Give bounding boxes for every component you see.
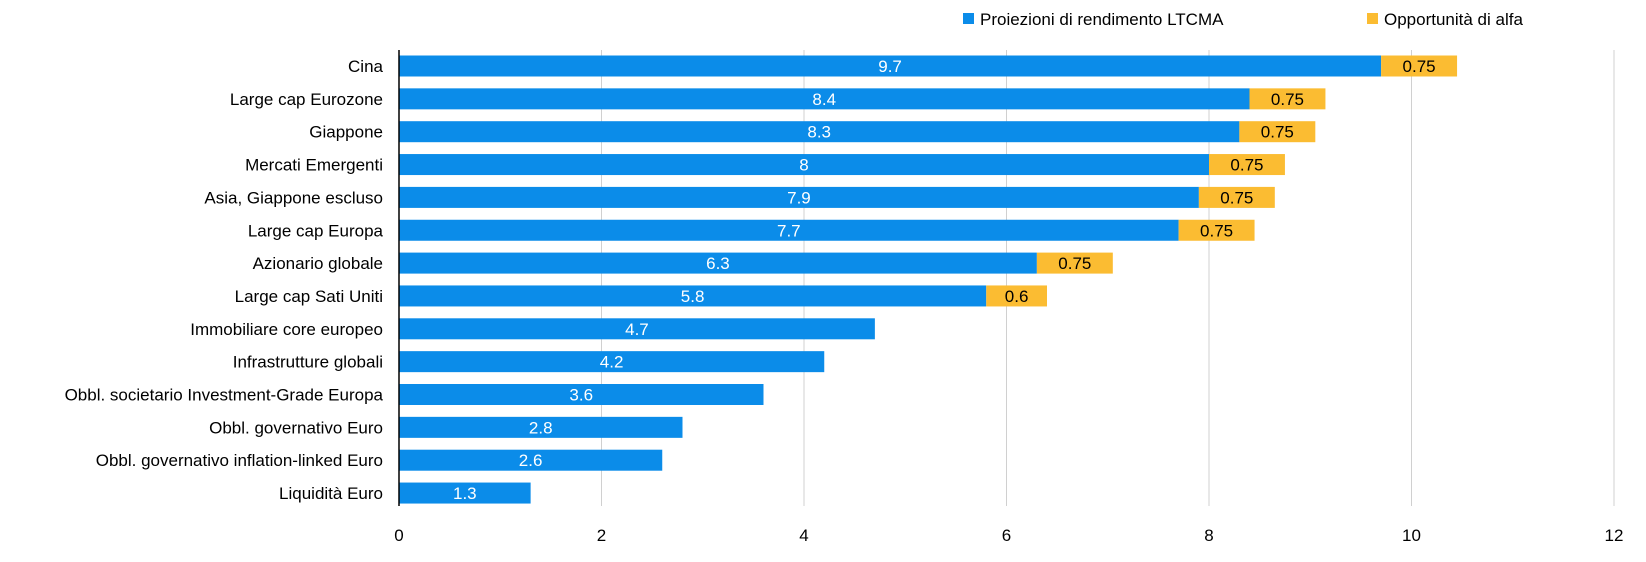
category-label: Large cap Europa: [248, 221, 384, 240]
category-label: Obbl. governativo Euro: [209, 418, 383, 437]
category-label: Immobiliare core europeo: [190, 320, 383, 339]
x-tick-label: 0: [394, 526, 403, 545]
bar-value-label: 1.3: [453, 484, 477, 503]
x-tick-label: 8: [1204, 526, 1213, 545]
bar-value-label: 6.3: [706, 254, 730, 273]
data-labels: 9.7 0.75 8.4 0.75 8.3 0.75 8 0.75 7.9 0.75 7.7 0.75…: [453, 57, 1436, 503]
bar-value-label: 0.75: [1261, 123, 1294, 142]
bar-value-label: 5.8: [681, 287, 705, 306]
bar-segment: [399, 88, 1250, 110]
bar-value-label: 4.2: [600, 353, 624, 372]
bar-segment: [399, 154, 1209, 176]
bars: [399, 55, 1458, 504]
legend-swatch: [1367, 13, 1378, 24]
bar-segment: [399, 416, 683, 438]
category-label: Liquidità Euro: [279, 484, 383, 503]
bar-value-label: 2.8: [529, 418, 553, 437]
bar-segment: [399, 482, 531, 504]
legend-label: Proiezioni di rendimento LTCMA: [980, 10, 1224, 29]
bar-value-label: 8.3: [807, 123, 831, 142]
category-label: Asia, Giappone escluso: [204, 188, 383, 207]
x-tick-label: 10: [1402, 526, 1421, 545]
bar-segment: [1209, 154, 1285, 176]
bar-value-label: 0.75: [1200, 221, 1233, 240]
bar-value-label: 3.6: [569, 386, 593, 405]
bar-segment: [399, 384, 764, 405]
bar-value-label: 0.6: [1005, 287, 1029, 306]
legend: Proiezioni di rendimento LTCMA Opportunit…: [963, 10, 1523, 29]
bar-segment: [1198, 186, 1275, 208]
bar-value-label: 0.75: [1403, 57, 1436, 76]
category-label: Obbl. societario Investment-Grade Europa: [65, 386, 384, 405]
bar-value-label: 0.75: [1058, 254, 1091, 273]
category-label: Mercati Emergenti: [245, 156, 383, 175]
bar-segment: [1249, 88, 1326, 110]
category-label: Large cap Eurozone: [230, 90, 383, 109]
bar-value-label: 9.7: [878, 57, 902, 76]
bar-segment: [399, 351, 825, 373]
bar-segment: [399, 55, 1382, 77]
bar-value-label: 2.6: [519, 451, 543, 470]
bar-value-label: 0.75: [1271, 90, 1304, 109]
bar-segment: [1381, 55, 1458, 77]
x-tick-label: 6: [1002, 526, 1011, 545]
bar-segment: [399, 318, 875, 340]
axes: 0 2 4 6 8 10 12 Cina Large cap Eurozone Giappone M…: [65, 50, 1624, 545]
gridlines: [601, 50, 1615, 506]
legend-swatch: [963, 13, 974, 24]
category-label: Obbl. governativo inflation-linked Euro: [96, 451, 383, 470]
x-tick-label: 12: [1605, 526, 1624, 545]
x-tick-label: 2: [597, 526, 606, 545]
bar-segment: [399, 285, 987, 307]
bar-segment: [399, 252, 1037, 274]
bar-value-label: 8.4: [812, 90, 836, 109]
category-label: Giappone: [309, 123, 383, 142]
category-label: Large cap Sati Uniti: [235, 287, 383, 306]
bar-value-label: 4.7: [625, 320, 649, 339]
bar-segment: [399, 186, 1199, 208]
bar-segment: [1036, 252, 1113, 274]
legend-label: Opportunità di alfa: [1384, 10, 1523, 29]
bar-value-label: 8: [799, 156, 808, 175]
bar-segment: [986, 285, 1047, 307]
category-label: Cina: [348, 57, 384, 76]
bar-value-label: 7.7: [777, 221, 801, 240]
category-label: Azionario globale: [253, 254, 383, 273]
bar-segment: [399, 219, 1179, 241]
bar-segment: [399, 121, 1240, 143]
bar-segment: [1178, 219, 1255, 241]
bar-value-label: 0.75: [1220, 188, 1253, 207]
x-tick-label: 4: [799, 526, 808, 545]
bar-value-label: 7.9: [787, 188, 811, 207]
bar-segment: [399, 449, 663, 471]
bar-value-label: 0.75: [1230, 156, 1263, 175]
category-label: Infrastrutture globali: [233, 353, 383, 372]
bar-segment: [1239, 121, 1316, 143]
